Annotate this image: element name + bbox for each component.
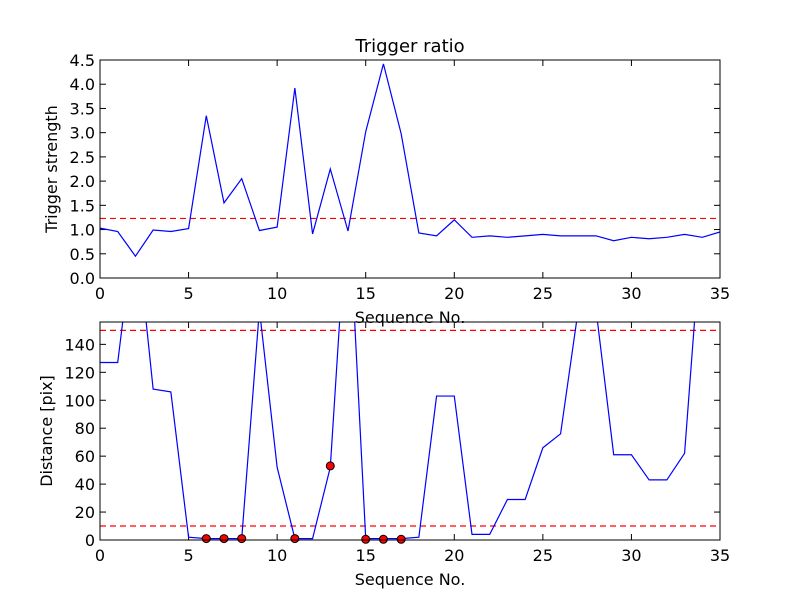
- trigger-strength-series: [100, 63, 720, 258]
- distance-marker: [237, 534, 247, 544]
- bottom-x-tick-label: 35: [710, 546, 730, 565]
- chart-title: Trigger ratio: [354, 36, 464, 57]
- bottom-plot-frame: [99, 321, 721, 541]
- distance-marker: [378, 534, 388, 544]
- top-x-tick-label: 15: [356, 284, 376, 303]
- bottom-x-tick-label: 15: [356, 546, 376, 565]
- top-y-tick-label: 3.0: [70, 124, 95, 143]
- top-y-tick-label: 1.5: [70, 196, 95, 215]
- bottom-y-tick-label: 40: [75, 475, 95, 494]
- top-y-tick-label: 3.5: [70, 99, 95, 118]
- bottom-x-tick-label: 25: [533, 546, 553, 565]
- top-x-tick-label: 25: [533, 284, 553, 303]
- top-x-tick-label: 30: [621, 284, 641, 303]
- distance-marker: [325, 461, 335, 471]
- bottom-x-tick-label: 10: [267, 546, 287, 565]
- bottom-x-axis-label: Sequence No.: [355, 570, 466, 589]
- top-y-tick-label: 4.0: [70, 75, 95, 94]
- bottom-x-tick-label: 20: [444, 546, 464, 565]
- distance-chart: 0 5 10 15 20 25 30 35 0 20 40 60 80 100 120 140 Sequenc…: [37, 321, 730, 589]
- distance-marker: [219, 534, 229, 544]
- bottom-y-axis-label: Distance [pix]: [37, 375, 56, 487]
- bottom-y-tick-label: 20: [75, 503, 95, 522]
- top-y-tick-label: 0.0: [70, 269, 95, 288]
- top-x-tick-label: 20: [444, 284, 464, 303]
- distance-markers: [201, 461, 406, 544]
- trigger-ratio-chart: Trigger ratio 0 5 10 15 20 25 30 35 0.0 0.5 1.0 1.5…: [42, 36, 730, 327]
- top-y-axis-label: Trigger strength: [42, 105, 61, 234]
- top-axis-ticks: 0 5 10 15 20 25 30 35 0.0 0.5 1.0 1.5 2.0 2.5 3.0 3.5 4.…: [70, 51, 731, 303]
- top-x-tick-label: 10: [267, 284, 287, 303]
- top-x-tick-label: 0: [95, 284, 105, 303]
- top-x-axis-label: Sequence No.: [355, 308, 466, 327]
- distance-marker: [201, 534, 211, 544]
- top-x-tick-label: 35: [710, 284, 730, 303]
- bottom-x-tick-label: 5: [183, 546, 193, 565]
- top-y-tick-label: 0.5: [70, 245, 95, 264]
- bottom-x-tick-label: 30: [621, 546, 641, 565]
- bottom-x-tick-label: 0: [95, 546, 105, 565]
- top-y-tick-label: 1.0: [70, 221, 95, 240]
- distance-marker: [361, 534, 371, 544]
- top-x-tick-label: 5: [183, 284, 193, 303]
- bottom-y-tick-label: 80: [75, 419, 95, 438]
- top-y-tick-label: 2.5: [70, 148, 95, 167]
- bottom-y-tick-label: 0: [85, 531, 95, 550]
- bottom-axis-ticks: 0 5 10 15 20 25 30 35 0 20 40 60 80 100 120 140: [64, 322, 730, 565]
- top-y-tick-label: 4.5: [70, 51, 95, 70]
- bottom-y-tick-label: 120: [64, 363, 95, 382]
- bottom-y-tick-label: 60: [75, 447, 95, 466]
- bottom-y-tick-label: 100: [64, 391, 95, 410]
- top-y-tick-label: 2.0: [70, 172, 95, 191]
- distance-marker: [396, 534, 406, 544]
- top-plot-frame: [99, 59, 721, 279]
- distance-marker: [290, 534, 300, 544]
- bottom-y-tick-label: 140: [64, 335, 95, 354]
